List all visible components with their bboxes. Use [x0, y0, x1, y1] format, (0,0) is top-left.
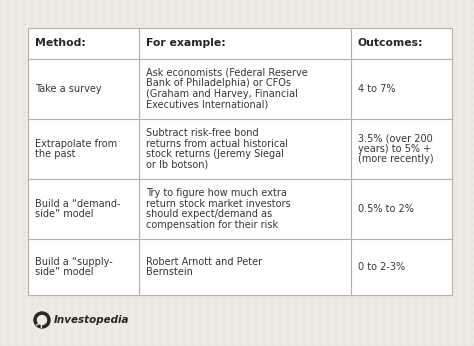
Text: (Graham and Harvey, Financial: (Graham and Harvey, Financial	[146, 89, 298, 99]
Circle shape	[34, 312, 50, 328]
Bar	[138, 28, 351, 59]
Bar	[351, 179, 452, 239]
Text: Build a “supply-: Build a “supply-	[35, 257, 113, 267]
Text: Executives International): Executives International)	[146, 100, 268, 109]
Bar	[351, 28, 452, 59]
Text: Take a survey: Take a survey	[35, 84, 101, 94]
Bar	[351, 239, 452, 295]
Bar	[351, 59, 452, 119]
Text: 0 to 2-3%: 0 to 2-3%	[357, 262, 405, 272]
Text: Ask economists (Federal Reserve: Ask economists (Federal Reserve	[146, 68, 307, 78]
Text: 4 to 7%: 4 to 7%	[357, 84, 395, 94]
Bar	[138, 179, 351, 239]
Circle shape	[37, 316, 46, 325]
Text: 3.5% (over 200: 3.5% (over 200	[357, 133, 432, 143]
Text: Try to figure how much extra: Try to figure how much extra	[146, 188, 286, 198]
Bar	[28, 119, 138, 179]
Text: years) to 5% +: years) to 5% +	[357, 144, 431, 154]
Bar	[28, 59, 138, 119]
Text: For example:: For example:	[146, 38, 225, 48]
Text: Method:: Method:	[35, 38, 86, 48]
Text: Bernstein: Bernstein	[146, 267, 192, 277]
Bar	[28, 179, 138, 239]
Text: or Ib botson): or Ib botson)	[146, 160, 208, 170]
Text: Extrapolate from: Extrapolate from	[35, 138, 117, 148]
Text: returns from actual historical: returns from actual historical	[146, 138, 288, 148]
Bar	[351, 119, 452, 179]
Text: (more recently): (more recently)	[357, 154, 433, 164]
Text: return stock market investors: return stock market investors	[146, 199, 290, 209]
Text: compensation for their risk: compensation for their risk	[146, 220, 278, 230]
Text: should expect/demand as: should expect/demand as	[146, 209, 272, 219]
Text: side” model: side” model	[35, 209, 93, 219]
Text: side” model: side” model	[35, 267, 93, 277]
Text: 0.5% to 2%: 0.5% to 2%	[357, 204, 413, 214]
Text: Subtract risk-free bond: Subtract risk-free bond	[146, 128, 258, 138]
Text: Robert Arnott and Peter: Robert Arnott and Peter	[146, 257, 262, 267]
Text: the past: the past	[35, 149, 75, 159]
Bar	[138, 119, 351, 179]
Bar	[138, 59, 351, 119]
Bar	[138, 239, 351, 295]
Text: Build a “demand-: Build a “demand-	[35, 199, 120, 209]
Bar	[28, 239, 138, 295]
Text: stock returns (Jeremy Siegal: stock returns (Jeremy Siegal	[146, 149, 283, 159]
Text: Bank of Philadelphia) or CFOs: Bank of Philadelphia) or CFOs	[146, 79, 291, 89]
Text: Investopedia: Investopedia	[54, 315, 129, 325]
Bar	[28, 28, 138, 59]
Text: Outcomes:: Outcomes:	[357, 38, 423, 48]
